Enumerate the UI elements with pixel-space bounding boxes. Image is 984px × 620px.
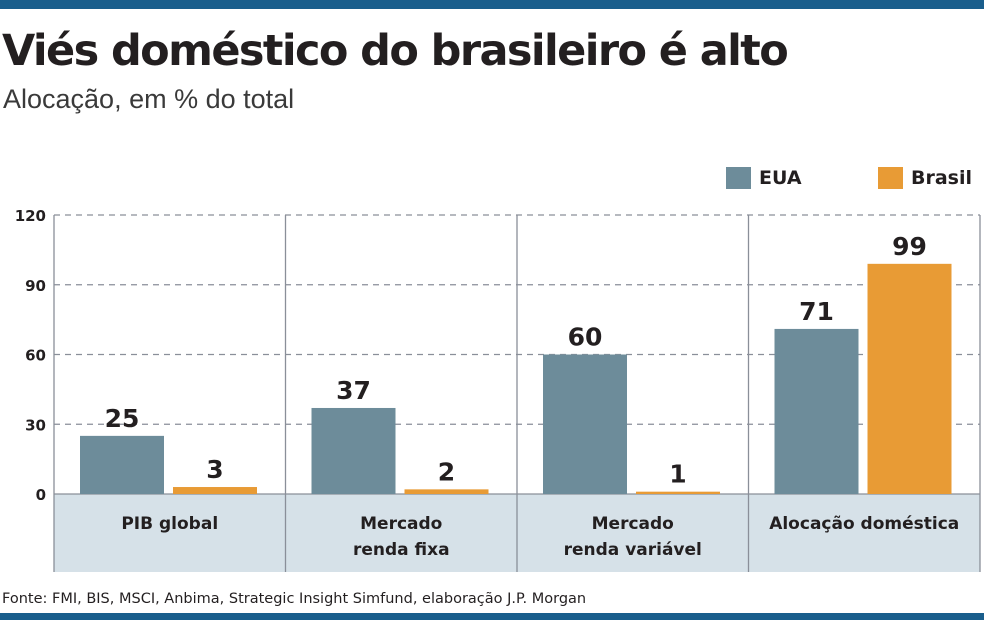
- legend-swatch-eua: [726, 167, 751, 189]
- bottom-accent-bar: [0, 613, 984, 620]
- category-label: Mercado: [592, 514, 674, 534]
- y-tick-label: 120: [15, 207, 46, 225]
- bar-eua: [80, 435, 164, 494]
- top-accent-bar: [0, 0, 984, 9]
- data-label-brasil: 2: [438, 457, 455, 486]
- bar-eua: [311, 407, 396, 494]
- bar-brasil: [636, 491, 720, 494]
- data-label-brasil: 3: [206, 455, 223, 484]
- y-tick-label: 60: [25, 347, 46, 365]
- legend-label-eua: EUA: [759, 167, 802, 189]
- legend-swatch-brasil: [878, 167, 903, 189]
- chart-subtitle: Alocação, em % do total: [3, 84, 295, 114]
- y-tick-label: 30: [25, 416, 46, 434]
- data-label-eua: 71: [799, 297, 834, 326]
- category-label: PIB global: [121, 514, 218, 534]
- y-tick-label: 0: [36, 486, 46, 504]
- bar-eua: [774, 328, 859, 494]
- category-label: renda variável: [564, 540, 702, 560]
- bar-chart: 0 30 60 90 120 25 37 60 71 3 2 1 99 PIB global Mercado…: [15, 207, 981, 572]
- data-label-brasil: 1: [669, 460, 686, 489]
- data-label-eua: 60: [568, 323, 603, 352]
- legend-label-brasil: Brasil: [911, 167, 973, 189]
- data-label-brasil: 99: [892, 232, 927, 261]
- source-note: Fonte: FMI, BIS, MSCI, Anbima, Strategic…: [2, 591, 587, 607]
- category-label: Alocação doméstica: [769, 514, 959, 534]
- bar-brasil: [173, 487, 257, 494]
- bar-eua: [543, 354, 627, 494]
- bar-brasil: [404, 489, 489, 494]
- y-tick-label: 90: [25, 277, 46, 295]
- data-label-eua: 25: [105, 404, 140, 433]
- data-label-eua: 37: [336, 376, 371, 405]
- category-label: Mercado: [360, 514, 442, 534]
- category-label: renda fixa: [353, 540, 450, 560]
- chart-title: Viés doméstico do brasileiro é alto: [2, 26, 789, 76]
- bar-brasil: [867, 263, 952, 494]
